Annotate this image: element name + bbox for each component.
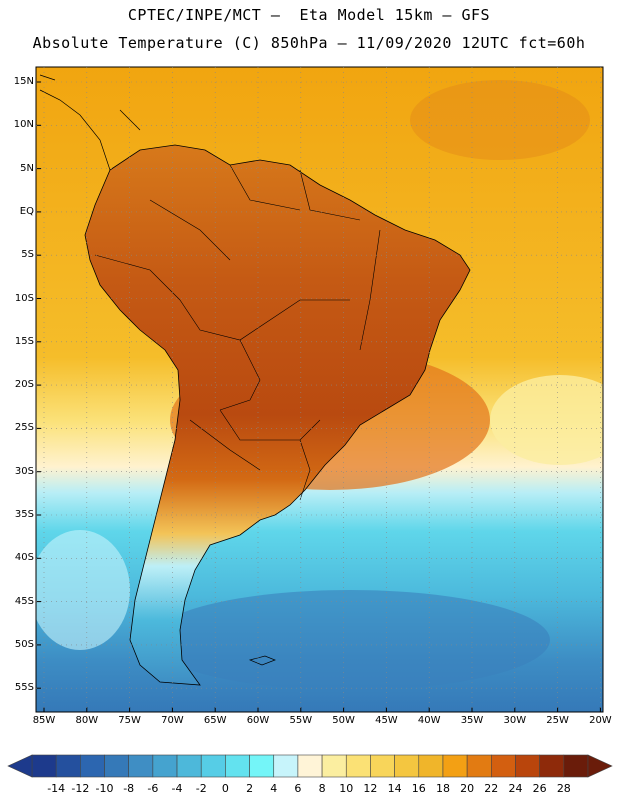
colorbar-label: -8 [123,782,135,795]
central-america-coast [39,74,141,171]
colorbar-swatch [466,754,492,778]
colorbar-label: 2 [246,782,254,795]
lat-label: 50S [14,638,34,650]
colorbar-swatch [418,754,444,778]
lon-label: 75W [118,715,141,726]
colorbar [7,754,613,778]
colorbar-swatch [128,754,154,778]
colorbar-swatch [31,754,57,778]
colorbar-swatch [297,754,323,778]
colorbar-label: 12 [363,782,378,795]
lat-label: 55S [14,682,34,694]
warm-anomaly-north [410,80,590,160]
graticule [36,67,603,712]
lat-label: 15N [13,76,34,87]
colorbar-label: 14 [387,782,402,795]
colorbar-swatch [370,754,395,778]
lat-label: 20S [14,379,34,391]
lat-label: 10S [14,292,34,304]
colorbar-label: 10 [339,782,354,795]
lon-label: 25W [546,715,569,726]
colorbar-swatch [515,754,540,778]
colorbar-swatch [225,754,250,778]
lon-label: 35W [460,715,484,726]
colorbar-label: -12 [71,782,90,795]
colorbar-label: -14 [47,782,66,795]
lon-label: 40W [417,715,441,726]
lat-label: 15S [14,335,34,347]
colorbar-label: 18 [435,782,450,795]
colorbar-label: 16 [411,782,426,795]
lon-label: 20W [589,715,612,726]
lon-label: 30W [503,715,527,726]
south-america-landmass [84,144,471,686]
colorbar-swatch [55,754,81,778]
colorbar-swatch [539,754,565,778]
country-borders [94,164,381,501]
colorbar-swatch [563,754,589,778]
colorbar-label: -4 [171,782,183,795]
cold-anomaly-south [150,590,550,690]
lon-label: 65W [203,715,227,726]
colorbar-swatch [249,754,275,778]
colorbar-label: 22 [484,782,499,795]
lon-label: 50W [332,715,355,726]
chart-title-line-1: CPTEC/INPE/MCT – Eta Model 15km – GFS [127,6,491,24]
colorbar-swatch [176,754,202,778]
colorbar-swatch [104,754,129,778]
cool-anomaly-pacific [36,530,130,650]
colorbar-label: 26 [532,782,547,795]
map-frame [35,66,604,713]
lon-label: 60W [246,715,270,726]
colorbar-label: -10 [95,782,114,795]
colorbar-swatch [394,754,420,778]
colorbar-label: 28 [556,782,571,795]
lon-label: 70W [161,715,184,726]
lon-label: 80W [75,715,99,726]
colorbar-swatch [273,754,299,778]
colorbar-label: -6 [147,782,159,795]
colorbar-label: -2 [195,782,207,795]
colorbar-swatch [442,754,468,778]
falkland-islands [248,655,276,666]
colorbar-swatch [80,754,105,778]
colorbar-min-arrow [7,754,33,778]
lat-label: 10N [13,119,34,131]
chart-title-line-2: Absolute Temperature (C) 850hPa – 11/09/… [32,34,586,52]
colorbar-label: 24 [508,782,523,795]
lat-label: 25S [14,422,34,434]
colorbar-swatch [345,754,371,778]
colorbar-swatch [321,754,347,778]
lat-label: 40S [14,552,34,564]
lon-label: 85W [32,715,56,726]
lat-label: EQ [19,205,34,217]
lat-label: 45S [14,595,34,607]
colorbar-swatch [152,754,178,778]
colorbar-max-arrow [587,754,613,778]
lat-label: 35S [14,509,34,520]
lat-label: 5S [21,249,34,261]
colorbar-swatch [491,754,516,778]
colorbar-label: 0 [221,782,229,795]
colorbar-label: 20 [460,782,475,795]
lat-label: 30S [14,465,34,477]
colorbar-swatch [200,754,226,778]
colorbar-label: 6 [294,782,302,795]
lon-label: 55W [289,715,313,726]
lon-label: 45W [375,715,398,726]
cool-anomaly-atlantic [490,375,603,465]
colorbar-label: 8 [318,782,326,795]
colorbar-label: 4 [270,782,278,795]
lat-label: 5N [20,162,34,174]
